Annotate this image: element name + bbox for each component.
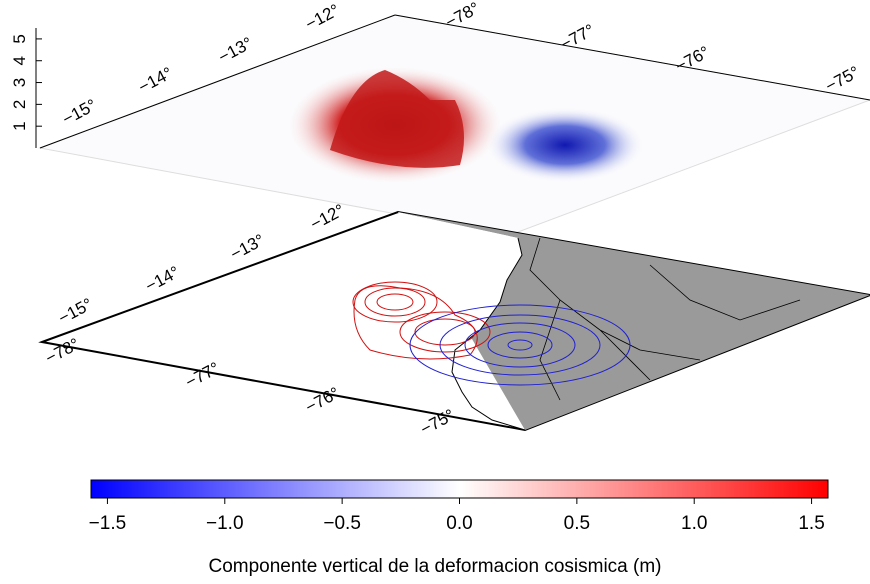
lat-label: −13° xyxy=(227,230,267,264)
colorbar-tick-label: −0.5 xyxy=(323,513,361,534)
lat-label: −14° xyxy=(142,262,182,296)
lat-label: −15° xyxy=(59,95,99,129)
colorbar-tick-label: 0.5 xyxy=(564,513,590,534)
lon-label: −75° xyxy=(822,62,862,96)
z-tick-label: 1 xyxy=(10,121,29,130)
surface-panel: −12° −13° −14° −15° −78° −77° −76° −75° xyxy=(36,0,870,235)
colorbar-label: Componente vertical de la deformacion co… xyxy=(208,556,661,577)
subsidence xyxy=(485,107,645,183)
z-tick-label: 4 xyxy=(10,56,29,65)
figure: −12° −13° −14° −15° −78° −77° −76° −75° … xyxy=(0,0,870,579)
map-panel: −12° −13° −14° −15° −78° −77° −76° −75° xyxy=(42,200,870,439)
colorbar xyxy=(91,480,828,498)
colorbar-tick-label: −1.5 xyxy=(89,513,127,534)
colorbar-tick-label: −1.0 xyxy=(206,513,244,534)
lat-label: −13° xyxy=(215,33,255,67)
z-tick-label: 3 xyxy=(10,78,29,87)
colorbar-tick-label: 1.5 xyxy=(798,513,824,534)
z-tick-label: 5 xyxy=(10,34,29,43)
z-tick-label: 2 xyxy=(10,100,29,109)
lat-label: −12° xyxy=(302,0,342,34)
lat-label: −12° xyxy=(307,200,347,234)
lat-label: −14° xyxy=(135,63,175,97)
colorbar-tick-label: 0.0 xyxy=(446,513,472,534)
lat-label: −15° xyxy=(55,294,95,328)
colorbar-tick-label: 1.0 xyxy=(681,513,707,534)
